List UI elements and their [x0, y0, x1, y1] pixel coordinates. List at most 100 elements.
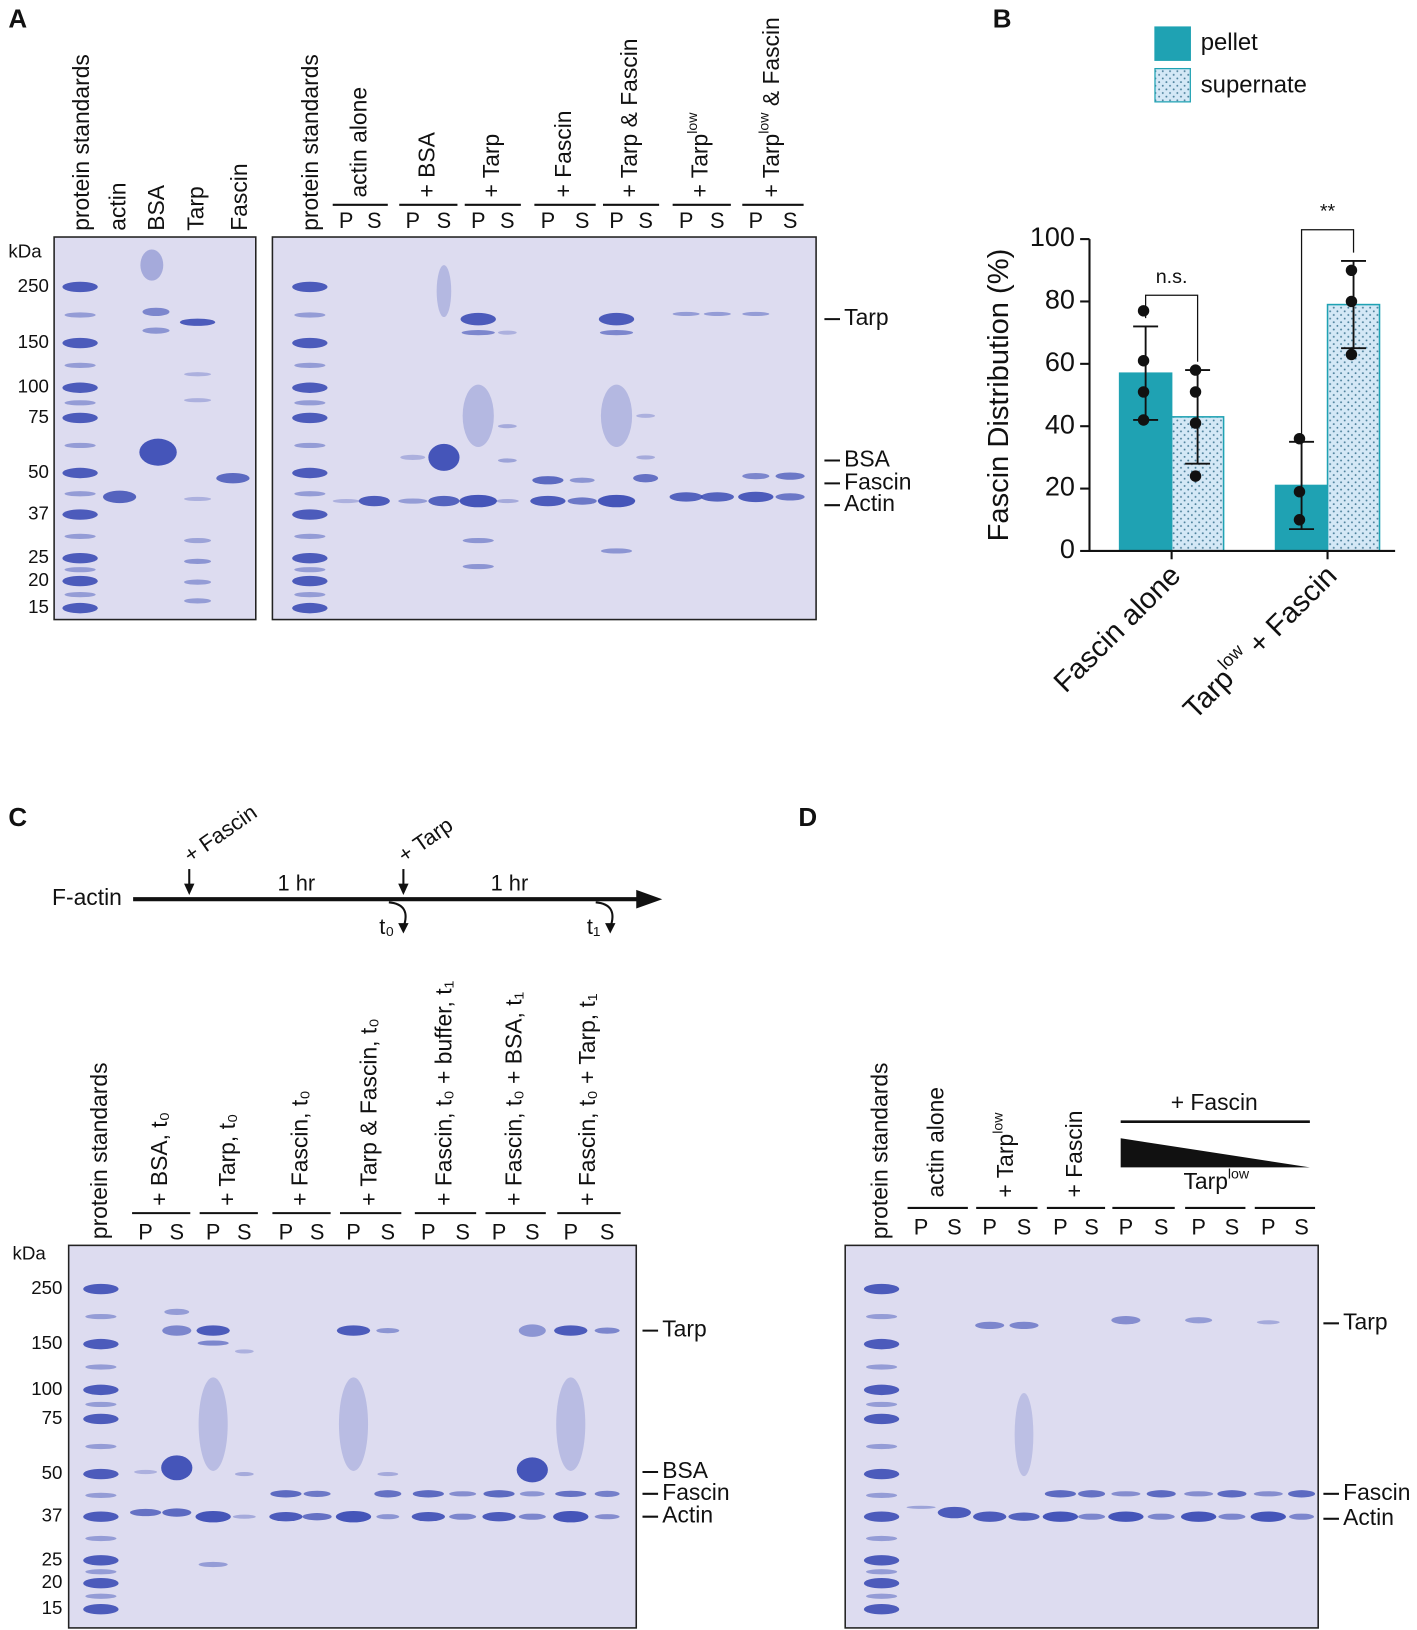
band [1250, 1511, 1286, 1522]
lane-p: P [679, 208, 694, 233]
interval-label: 1 hr [278, 870, 316, 895]
band [700, 492, 734, 502]
band [85, 1569, 117, 1575]
band [1078, 1490, 1106, 1498]
band [519, 1491, 545, 1497]
band [865, 1593, 898, 1599]
gradient-wedge [1120, 1138, 1310, 1168]
band [1253, 1491, 1283, 1497]
lane-s: S [367, 208, 382, 233]
band [83, 1555, 119, 1566]
band [633, 474, 659, 483]
band [216, 472, 250, 484]
lane-p: P [346, 1220, 361, 1245]
marker-label: 15 [42, 1597, 63, 1618]
band [232, 1514, 256, 1519]
band [376, 1328, 400, 1334]
band [184, 398, 212, 403]
band [400, 454, 426, 460]
band [636, 455, 655, 460]
band [85, 1443, 117, 1450]
superscript: low [685, 112, 701, 134]
addition-label: + Tarp [393, 812, 457, 867]
lane-p: P [541, 208, 556, 233]
band [518, 1513, 546, 1520]
lane-label: + Fascin [550, 110, 576, 197]
lane-s: S [638, 208, 653, 233]
panel-label: D [798, 802, 817, 832]
band [669, 492, 703, 502]
data-point [1137, 386, 1150, 398]
data-point [1293, 432, 1306, 445]
band [62, 337, 98, 349]
band [184, 598, 212, 604]
band [865, 1313, 898, 1320]
band [865, 1443, 898, 1450]
band [129, 1508, 162, 1517]
band [863, 1338, 900, 1350]
y-tick-label: 0 [1060, 534, 1075, 564]
band [865, 1492, 898, 1498]
marker-label: 37 [42, 1505, 63, 1526]
gel [844, 1244, 1319, 1629]
band [863, 1468, 900, 1480]
data-point [1189, 364, 1202, 376]
legend-swatch [1154, 26, 1191, 61]
gradient-title: + Fascin [1171, 1089, 1258, 1115]
band [64, 592, 96, 598]
band-label: Actin [844, 490, 895, 516]
band [1180, 1511, 1217, 1522]
lane-p: P [749, 208, 764, 233]
addition-label: + Fascin [179, 799, 261, 867]
lane-label: protein standards [86, 1062, 112, 1239]
marker-label: 150 [18, 331, 49, 352]
y-tick-label: 20 [1045, 472, 1075, 502]
band [530, 495, 566, 507]
band [83, 1578, 119, 1589]
band-label: Fascin [1343, 1479, 1410, 1505]
band [600, 548, 633, 554]
band [1146, 1490, 1176, 1498]
band [462, 384, 494, 448]
band [1256, 1320, 1280, 1325]
band [184, 558, 212, 564]
marker-label: 25 [28, 546, 49, 567]
significance-label: n.s. [1156, 266, 1188, 288]
band [164, 1308, 190, 1316]
band [775, 472, 805, 480]
lane-p: P [279, 1220, 294, 1245]
marker-label: 100 [31, 1378, 62, 1399]
sampling-arrowhead [605, 923, 616, 934]
marker-label: 100 [18, 376, 49, 397]
lane-p: P [421, 1220, 436, 1245]
band-label: Tarp [662, 1316, 706, 1342]
band [358, 495, 390, 507]
lane-s: S [710, 208, 725, 233]
label-part: + Fascin [1236, 560, 1343, 667]
band [303, 1490, 331, 1497]
data-point [1345, 264, 1358, 276]
band [865, 1364, 898, 1370]
band [85, 1401, 117, 1408]
band [292, 281, 328, 293]
band [142, 327, 170, 334]
significance-label: ** [1320, 200, 1336, 222]
band [1147, 1513, 1175, 1520]
band [518, 1324, 546, 1337]
band [83, 1604, 119, 1615]
band [462, 563, 494, 570]
band-label: BSA [844, 446, 890, 472]
band [599, 330, 634, 336]
band [140, 249, 164, 281]
superscript: low [990, 1112, 1006, 1134]
band [64, 491, 96, 497]
band-label: Actin [662, 1502, 713, 1528]
lane-label: + Tarp, t₀ [214, 1114, 240, 1206]
lane-p: P [1119, 1215, 1134, 1240]
band [1218, 1513, 1246, 1520]
band [775, 493, 805, 501]
band [863, 1283, 900, 1295]
band [1108, 1511, 1144, 1522]
band [64, 533, 96, 540]
lane-p: P [982, 1215, 997, 1240]
